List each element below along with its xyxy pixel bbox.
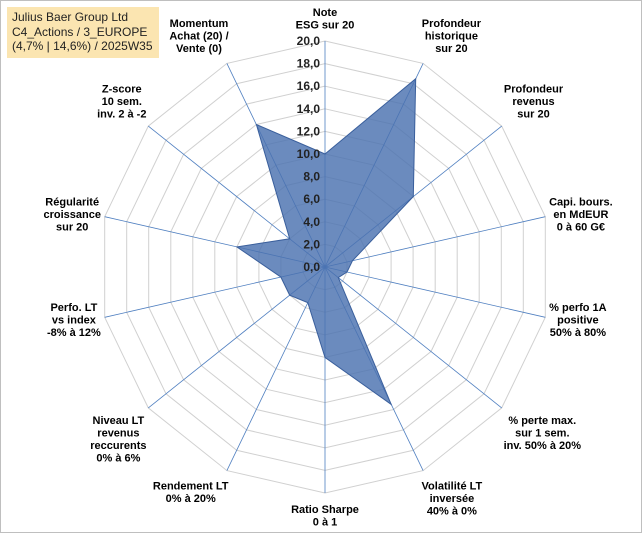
chart-title-line3: (4,7% | 14,6%) / 2025W35	[12, 39, 153, 53]
axis-label-line: Profondeur	[422, 18, 482, 30]
axis-label-5: % perte max.sur 1 sem.inv. 50% à 20%	[504, 415, 582, 452]
axis-spoke	[324, 266, 502, 409]
axis-label-line: 0 à 60 G€	[557, 222, 605, 234]
axis-label-line: ESG sur 20	[296, 20, 355, 32]
chart-title-line1: Julius Baer Group Ltd	[12, 10, 129, 24]
axis-label-line: Capi. bours.	[549, 197, 613, 209]
axis-label-line: revenus	[512, 96, 554, 108]
series-polygon	[235, 77, 417, 406]
axis-label-line: historique	[425, 30, 478, 42]
axis-label-line: Régularité	[45, 197, 99, 209]
axis-label-line: revenus	[97, 428, 139, 440]
axis-label-line: 50% à 80%	[550, 327, 606, 339]
axis-label-line: Ratio Sharpe	[291, 504, 359, 516]
axis-label-line: sur 1 sem.	[515, 428, 569, 440]
tick-label: 4,0	[303, 215, 320, 229]
axis-label-line: Z-score	[102, 83, 142, 95]
chart-title-box: Julius Baer Group Ltd C4_Actions / 3_EUR…	[7, 7, 159, 58]
axis-label-line: 0% à 20%	[166, 493, 216, 505]
axis-label-line: Achat (20) /	[169, 30, 228, 42]
axis-label-line: en MdEUR	[553, 209, 608, 221]
axis-label-line: vs index	[52, 314, 97, 326]
tick-label: 14,0	[297, 102, 321, 116]
axis-label-line: croissance	[43, 209, 100, 221]
series-area	[235, 77, 417, 406]
axis-label-line: Note	[313, 7, 337, 19]
axis-label-line: inv. 2 à -2	[97, 108, 146, 120]
axis-label-line: % perte max.	[508, 415, 576, 427]
axis-label-line: positive	[557, 314, 599, 326]
tick-label: 18,0	[297, 57, 321, 71]
tick-label: 0,0	[303, 260, 320, 274]
axis-label-line: sur 20	[435, 43, 467, 55]
tick-label: 16,0	[297, 79, 321, 93]
axis-spoke	[324, 266, 546, 318]
axis-label-line: Volatilité LT	[422, 481, 483, 493]
axis-spoke	[324, 216, 546, 268]
tick-label: 12,0	[297, 124, 321, 138]
axis-label-line: sur 20	[56, 222, 88, 234]
axis-label-line: 10 sem.	[102, 96, 142, 108]
chart-title-line2: C4_Actions / 3_EUROPE	[12, 24, 148, 39]
tick-labels: 0,0 2,0 4,0 6,0 8,0 10,0 12,0 14,0 16,0 18,0 20,0	[297, 34, 321, 274]
axis-label-line: Vente (0)	[176, 43, 222, 55]
axis-label-line: Niveau LT	[93, 415, 145, 427]
axis-label-line: -8% à 12%	[47, 327, 101, 339]
axis-label-line: 0 à 1	[313, 517, 337, 529]
axis-label-line: 40% à 0%	[427, 506, 477, 518]
axis-label-line: reccurents	[90, 440, 146, 452]
axis-label-line: inv. 50% à 20%	[504, 440, 582, 452]
tick-label: 8,0	[303, 170, 320, 184]
tick-label: 10,0	[297, 147, 321, 161]
axis-label-line: Profondeur	[504, 83, 564, 95]
axis-label-8: Rendement LT0% à 20%	[153, 481, 229, 506]
axis-label-line: inversée	[430, 493, 475, 505]
axis-label-line: Rendement LT	[153, 481, 229, 493]
axis-label-line: sur 20	[517, 108, 549, 120]
axis-label-line: Momentum	[170, 18, 229, 30]
axis-label-line: Perfo. LT	[50, 302, 97, 314]
tick-label: 20,0	[297, 34, 321, 48]
axis-label-line: % perfo 1A	[549, 302, 607, 314]
tick-label: 6,0	[303, 192, 320, 206]
axis-label-line: 0% à 6%	[96, 453, 140, 465]
tick-label: 2,0	[303, 237, 320, 251]
